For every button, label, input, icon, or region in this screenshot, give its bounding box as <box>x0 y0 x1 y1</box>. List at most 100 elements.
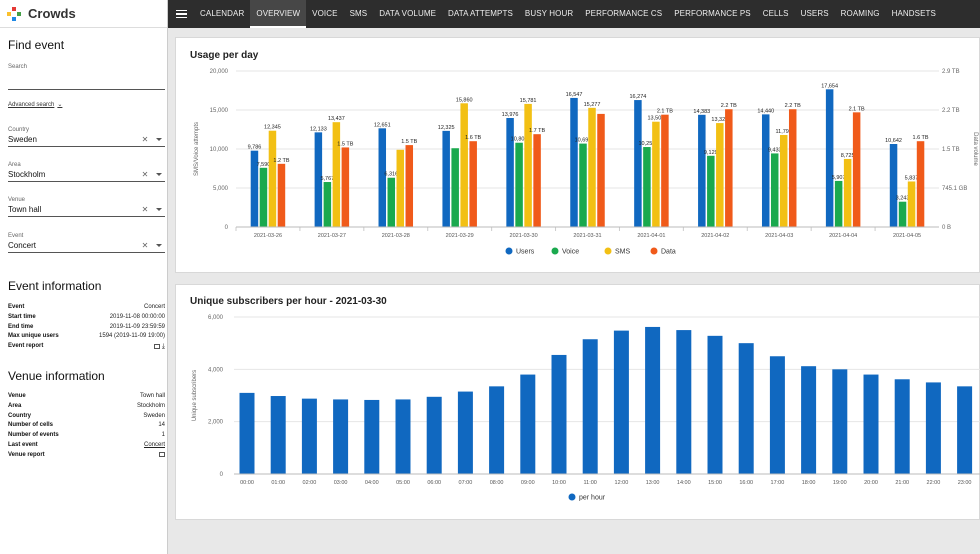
x-tick-label: 10:00 <box>552 480 566 486</box>
bar-users <box>634 100 642 227</box>
x-tick-label: 18:00 <box>802 480 816 486</box>
x-tick-label: 08:00 <box>490 480 504 486</box>
clear-area-icon[interactable]: ✕ <box>141 170 149 179</box>
report-pdf-icon[interactable] <box>154 344 161 350</box>
data-label: 13,437 <box>328 116 345 122</box>
advanced-search-link[interactable]: Advanced search ⌄ <box>8 101 62 109</box>
bar-data <box>341 147 350 227</box>
tab-busy-hour[interactable]: BUSY HOUR <box>524 9 574 18</box>
data-label: 13,323 <box>711 117 728 123</box>
data-label: 6,316 <box>384 172 398 178</box>
data-label: 1.7 TB <box>529 128 545 134</box>
country-select[interactable]: Country Sweden ✕ <box>8 127 165 147</box>
event-select[interactable]: Event Concert ✕ <box>8 233 165 253</box>
dropdown-arrow-icon[interactable] <box>156 173 162 176</box>
tab-cells[interactable]: CELLS <box>762 9 789 18</box>
bar-data <box>469 141 477 227</box>
data-label: 16,547 <box>566 92 583 98</box>
x-tick-label: 01:00 <box>271 480 285 486</box>
clear-venue-icon[interactable]: ✕ <box>141 205 149 214</box>
y2-tick-label: 2.2 TB <box>942 108 960 114</box>
data-label: 2.1 TB <box>849 106 865 112</box>
clear-event-icon[interactable]: ✕ <box>141 241 149 250</box>
last-event-link[interactable]: Concert <box>143 441 165 448</box>
y-tick-label: 10,000 <box>210 147 229 153</box>
tab-voice[interactable]: VOICE <box>312 9 338 18</box>
x-tick-label: 2021-04-04 <box>829 233 857 239</box>
data-label: 1.6 TB <box>912 135 928 141</box>
x-tick-label: 04:00 <box>365 480 379 486</box>
bar-per-hour <box>769 356 785 474</box>
report-pdf-icon[interactable] <box>159 451 165 457</box>
event-value: Concert <box>8 241 37 250</box>
bar-voice <box>643 147 651 227</box>
tab-data-attempts[interactable]: DATA ATTEMPTS <box>448 9 513 18</box>
bar-data <box>725 109 733 227</box>
subscribers-per-hour-card: Unique subscribers per hour - 2021-03-30… <box>175 284 980 520</box>
tab-calendar[interactable]: CALENDAR <box>200 9 245 18</box>
x-tick-label: 2021-03-31 <box>573 233 601 239</box>
venue-select[interactable]: Venue Town hall ✕ <box>8 197 165 217</box>
bar-sms <box>716 123 724 227</box>
y-tick-label: 15,000 <box>210 108 229 114</box>
event-info-row: Event Concert <box>8 304 165 310</box>
download-icon[interactable]: ⤓ <box>161 343 165 351</box>
tab-overview[interactable]: OVERVIEW <box>250 0 307 28</box>
tab-data-volume[interactable]: DATA VOLUME <box>379 9 437 18</box>
search-input[interactable] <box>8 70 165 90</box>
tab-users[interactable]: USERS <box>800 9 829 18</box>
data-label: 1.6 TB <box>465 135 481 141</box>
x-tick-label: 2021-04-03 <box>765 233 793 239</box>
x-tick-label: 23:00 <box>958 480 972 486</box>
x-tick-label: 2021-03-26 <box>254 233 282 239</box>
bar-per-hour <box>364 399 380 474</box>
area-select[interactable]: Area Stockholm ✕ <box>8 162 165 182</box>
venue-info-row: Venue report <box>8 451 165 461</box>
data-label: 12,345 <box>264 125 281 131</box>
y-tick-label: 0 <box>225 225 229 231</box>
tab-handsets[interactable]: HANDSETS <box>891 9 936 18</box>
bar-voice <box>451 148 459 227</box>
bar-voice <box>707 155 715 227</box>
bar-users <box>698 114 706 227</box>
data-label: 15,860 <box>456 97 473 103</box>
bar-users <box>889 143 898 227</box>
venue-info-row: Last event Concert <box>8 441 165 451</box>
data-label: 1.5 TB <box>337 141 353 147</box>
x-tick-label: 03:00 <box>334 480 348 486</box>
bar-per-hour <box>832 369 848 474</box>
data-label: 15,277 <box>584 102 601 108</box>
nav-tabs: CALENDAR OVERVIEW VOICE SMS DATA VOLUME DATA … <box>194 0 942 28</box>
x-tick-label: 06:00 <box>427 480 441 486</box>
dropdown-arrow-icon[interactable] <box>156 244 162 247</box>
venue-info-row: Venue Town hall <box>8 393 165 399</box>
dropdown-arrow-icon[interactable] <box>156 138 162 141</box>
search-field[interactable]: Search <box>8 64 165 90</box>
venue-value: Town hall <box>8 205 42 214</box>
x-tick-label: 19:00 <box>833 480 847 486</box>
clear-country-icon[interactable]: ✕ <box>141 135 149 144</box>
x-tick-label: 22:00 <box>927 480 941 486</box>
y-tick-label: 4,000 <box>208 367 224 373</box>
bar-per-hour <box>645 326 661 474</box>
tab-roaming[interactable]: ROAMING <box>840 9 880 18</box>
data-label: 7,590 <box>257 162 271 168</box>
bar-per-hour <box>738 343 754 474</box>
data-label: 14,440 <box>757 108 774 114</box>
dropdown-arrow-icon[interactable] <box>156 208 162 211</box>
y-axis-title: SMS/Voice attempts <box>194 122 200 176</box>
tab-sms[interactable]: SMS <box>349 9 368 18</box>
usage-per-day-card: Usage per day 0 5,000 10,000 15,000 20,000 0 … <box>175 37 980 273</box>
legend-marker-data <box>650 247 658 255</box>
menu-icon[interactable] <box>168 0 194 28</box>
tab-performance-ps[interactable]: PERFORMANCE PS <box>674 9 751 18</box>
y-tick-label: 0 <box>220 472 224 478</box>
bar-users <box>378 128 387 227</box>
bar-data <box>916 141 925 227</box>
x-tick-label: 2021-03-30 <box>510 233 538 239</box>
data-label: 2.2 TB <box>721 103 737 109</box>
tab-performance-cs[interactable]: PERFORMANCE CS <box>585 9 663 18</box>
data-label: 5,767 <box>320 176 334 182</box>
search-label: Search <box>8 64 28 70</box>
